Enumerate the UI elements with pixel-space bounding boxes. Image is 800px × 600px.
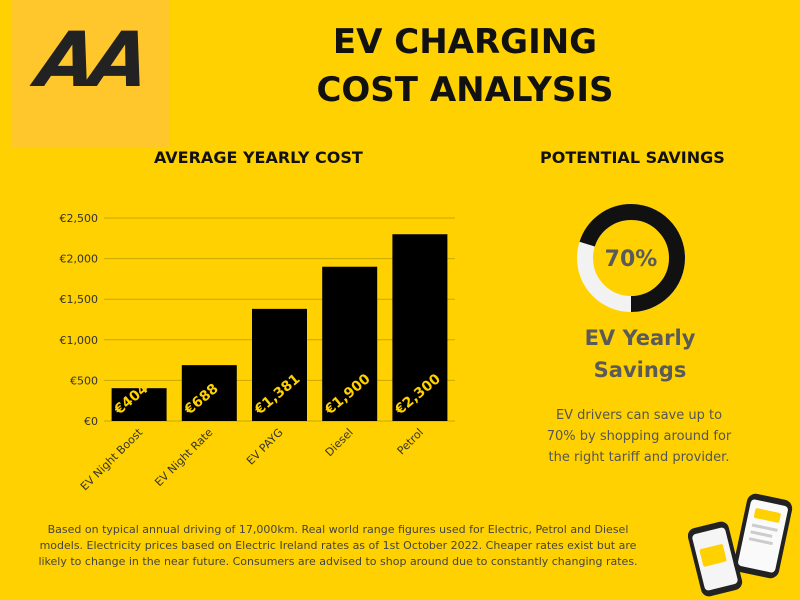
savings-title: EV Yearly Savings (540, 322, 740, 386)
x-category-label: Petrol (395, 426, 426, 457)
bar (181, 365, 237, 421)
footnote: Based on typical annual driving of 17,00… (38, 523, 638, 568)
chart-heading: AVERAGE YEARLY COST (154, 148, 363, 167)
x-category-label: Diesel (323, 426, 356, 459)
donut-fill (577, 204, 685, 312)
savings-heading: POTENTIAL SAVINGS (540, 148, 725, 167)
y-tick-label: €0 (84, 415, 98, 428)
phone-back-image (688, 521, 743, 597)
phones-illustration (688, 493, 793, 597)
bar (252, 308, 307, 421)
title-line-1: EV CHARGING (332, 22, 598, 62)
savings-donut-chart: 70% (577, 204, 685, 312)
y-tick-label: €2,500 (60, 212, 99, 225)
y-tick-label: €1,000 (60, 334, 99, 347)
x-category-label: EV Night Boost (78, 425, 146, 493)
y-tick-label: €500 (70, 374, 98, 387)
page-title: EV CHARGING COST ANALYSIS (230, 18, 700, 114)
savings-title-line-2: Savings (593, 358, 687, 382)
bar (392, 234, 448, 421)
title-line-2: COST ANALYSIS (316, 70, 614, 110)
phone-front-image (733, 493, 793, 579)
y-tick-label: €1,500 (60, 293, 99, 306)
savings-description: EV drivers can save up to 70% by shoppin… (546, 408, 732, 465)
x-category-label: EV Night Rate (152, 426, 215, 489)
bar (111, 388, 167, 421)
donut-percent-label: 70% (605, 247, 658, 272)
aa-logo: AA (12, 0, 170, 148)
savings-title-line-1: EV Yearly (584, 326, 696, 350)
y-tick-label: €2,000 (60, 253, 99, 266)
x-category-label: EV PAYG (244, 426, 286, 468)
bar (322, 266, 378, 421)
logo-text: AA (31, 15, 150, 104)
